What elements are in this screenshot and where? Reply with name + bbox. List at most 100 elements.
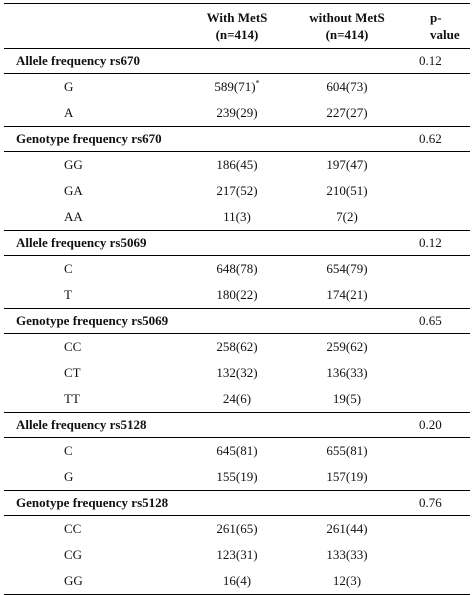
with-mets-value: 180(22) — [216, 287, 258, 302]
with-mets-value: 258(62) — [216, 339, 258, 354]
table-row: AA 11(3) 7(2) — [4, 204, 470, 231]
without-mets-cell: 19(5) — [332, 391, 362, 406]
table-row: GG 16(4) 12(3) — [4, 568, 470, 595]
header-with-mets: With MetS (n=414) — [182, 3, 292, 49]
header-with-mets-line1: With MetS — [206, 10, 268, 25]
header-row: With MetS (n=414) without MetS (n=414) p… — [4, 3, 470, 49]
with-mets-cell: 24(6) — [182, 386, 292, 413]
with-mets-value: 186(45) — [216, 157, 258, 172]
table-row: T 180(22) 174(21) — [4, 282, 470, 309]
header-without-mets-line1: without MetS — [309, 10, 385, 25]
without-mets-cell: 654(79) — [326, 261, 368, 276]
section-p-value: 0.76 — [402, 490, 470, 516]
with-mets-value: 132(32) — [216, 365, 258, 380]
without-mets-cell: 259(62) — [326, 339, 368, 354]
without-mets-cell: 210(51) — [326, 183, 368, 198]
p-value-cell — [402, 464, 470, 491]
with-mets-cell: 132(32) — [182, 360, 292, 386]
with-mets-cell: 645(81) — [182, 438, 292, 465]
section-title: Allele frequency rs670 — [4, 48, 402, 74]
with-mets-cell: 180(22) — [182, 282, 292, 309]
header-p-value: p-value — [402, 3, 470, 49]
table-row: G 589(71)* 604(73) — [4, 74, 470, 101]
with-mets-value: 239(29) — [216, 105, 258, 120]
row-label: CC — [64, 521, 82, 536]
table-row: A 239(29) 227(27) — [4, 100, 470, 127]
with-mets-value: 123(31) — [216, 547, 258, 562]
with-mets-cell: 155(19) — [182, 464, 292, 491]
row-label: CC — [64, 339, 82, 354]
p-value-cell — [402, 360, 470, 386]
table-row: CG 123(31) 133(33) — [4, 542, 470, 568]
table-row: GA 217(52) 210(51) — [4, 178, 470, 204]
with-mets-value: 11(3) — [223, 209, 251, 224]
header-without-mets: without MetS (n=414) — [292, 3, 402, 49]
section-p-value: 0.12 — [402, 48, 470, 74]
without-mets-cell: 227(27) — [326, 105, 368, 120]
header-blank — [4, 3, 182, 49]
without-mets-cell: 136(33) — [326, 365, 368, 380]
document-page: With MetS (n=414) without MetS (n=414) p… — [4, 3, 470, 595]
p-value-cell — [402, 100, 470, 127]
p-value-cell — [402, 256, 470, 283]
p-value-cell — [402, 282, 470, 309]
section-title: Genotype frequency rs5069 — [4, 308, 402, 334]
table-body: Allele frequency rs670 0.12 G 589(71)* 604(7… — [4, 48, 470, 595]
with-mets-cell: 217(52) — [182, 178, 292, 204]
without-mets-cell: 604(73) — [326, 79, 368, 94]
without-mets-cell: 655(81) — [326, 443, 368, 458]
row-label: T — [64, 287, 72, 302]
row-label: C — [64, 443, 73, 458]
with-mets-value: 589(71) — [214, 79, 256, 94]
footnote-mark: * — [255, 78, 260, 88]
section-p-value: 0.12 — [402, 230, 470, 256]
without-mets-cell: 261(44) — [326, 521, 368, 536]
section-row: Genotype frequency rs5069 0.65 — [4, 308, 470, 334]
p-value-cell — [402, 386, 470, 413]
p-value-cell — [402, 542, 470, 568]
p-value-cell — [402, 204, 470, 231]
with-mets-value: 261(65) — [216, 521, 258, 536]
row-label: A — [64, 105, 74, 120]
header-with-mets-line2: (n=414) — [215, 27, 259, 42]
with-mets-value: 217(52) — [216, 183, 258, 198]
section-title: Genotype frequency rs670 — [4, 126, 402, 152]
section-row: Allele frequency rs670 0.12 — [4, 48, 470, 74]
table-row: GG 186(45) 197(47) — [4, 152, 470, 179]
table-row: TT 24(6) 19(5) — [4, 386, 470, 413]
table-row: C 645(81) 655(81) — [4, 438, 470, 465]
row-label: TT — [64, 391, 80, 406]
table-row: CT 132(32) 136(33) — [4, 360, 470, 386]
without-mets-cell: 133(33) — [326, 547, 368, 562]
with-mets-cell: 261(65) — [182, 516, 292, 543]
p-value-cell — [402, 178, 470, 204]
row-label: GG — [64, 157, 83, 172]
p-value-cell — [402, 516, 470, 543]
genotype-table: With MetS (n=414) without MetS (n=414) p… — [4, 3, 470, 595]
section-title: Allele frequency rs5069 — [4, 230, 402, 256]
with-mets-value: 648(78) — [216, 261, 258, 276]
with-mets-cell: 123(31) — [182, 542, 292, 568]
table-header: With MetS (n=414) without MetS (n=414) p… — [4, 3, 470, 49]
table-row: CC 261(65) 261(44) — [4, 516, 470, 543]
row-label: GG — [4, 568, 182, 595]
section-p-value: 0.20 — [402, 412, 470, 438]
p-value-cell — [402, 152, 470, 179]
with-mets-cell: 589(71)* — [182, 74, 292, 101]
header-without-mets-line2: (n=414) — [325, 27, 369, 42]
without-mets-cell: 7(2) — [336, 209, 358, 224]
section-row: Genotype frequency rs5128 0.76 — [4, 490, 470, 516]
without-mets-cell: 12(3) — [292, 568, 402, 595]
p-value-cell — [402, 438, 470, 465]
section-row: Genotype frequency rs670 0.62 — [4, 126, 470, 152]
without-mets-cell: 174(21) — [326, 287, 368, 302]
row-label: C — [64, 261, 73, 276]
with-mets-cell: 258(62) — [182, 334, 292, 361]
with-mets-value: 16(4) — [222, 573, 252, 588]
table-row: G 155(19) 157(19) — [4, 464, 470, 491]
section-p-value: 0.62 — [402, 126, 470, 152]
section-p-value: 0.65 — [402, 308, 470, 334]
with-mets-cell: 239(29) — [182, 100, 292, 127]
with-mets-value: 155(19) — [216, 469, 258, 484]
row-label: GA — [64, 183, 83, 198]
